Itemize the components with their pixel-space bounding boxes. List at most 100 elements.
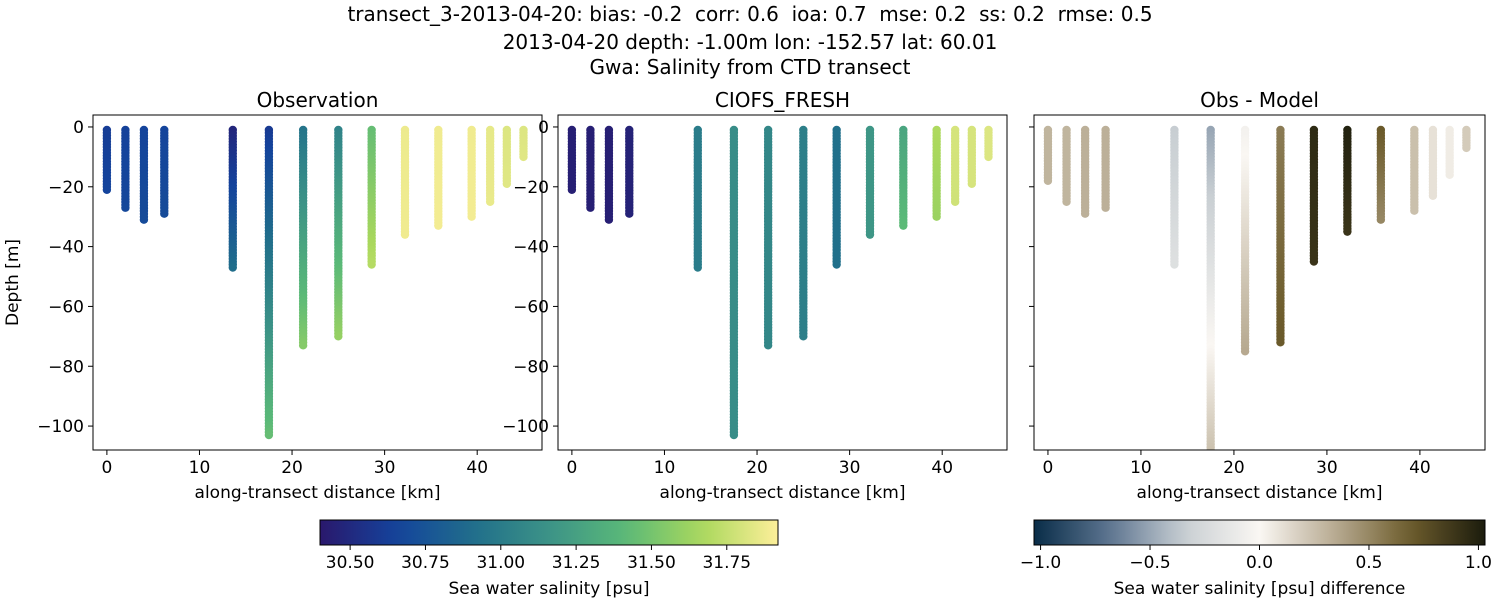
profile-0-9 — [400, 125, 410, 239]
profile-1-1 — [586, 125, 595, 212]
data-point — [467, 212, 476, 221]
colorbar-tick-label: 30.75 — [401, 553, 450, 573]
panel-2: 0 10 20 30 40 Obs - Model along-transect dista… — [1029, 88, 1486, 503]
profile-2-2 — [1080, 125, 1090, 218]
figure-title-line-3: Gwa: Salinity from CTD transect — [589, 55, 911, 79]
data-point — [1170, 260, 1179, 269]
colorbar-tick-label: −0.5 — [1129, 553, 1170, 573]
data-point — [1043, 176, 1053, 186]
data-point — [625, 209, 634, 218]
data-point — [485, 197, 495, 206]
data-point — [567, 185, 577, 194]
x-tick-label: 0 — [566, 458, 577, 478]
colorbar-tick-label: 31.00 — [476, 553, 525, 573]
x-tick-label: 0 — [101, 458, 112, 478]
profile-0-4 — [228, 125, 237, 272]
x-tick-label: 30 — [374, 458, 396, 478]
x-axis-label-1: along-transect distance [km] — [660, 483, 906, 503]
profile-1-8 — [832, 125, 841, 269]
y-tick-label: −40 — [513, 238, 549, 258]
axes-frame-1 — [557, 114, 1008, 451]
data-point — [1376, 215, 1386, 224]
data-point — [984, 152, 993, 162]
colorbar-bar-1 — [1033, 519, 1486, 546]
x-tick-label: 10 — [1130, 458, 1152, 478]
colorbar-1: −1.0 −0.5 0.0 0.5 1.0 Sea water salinity [psu… — [1020, 519, 1492, 599]
y-tick-label: −100 — [502, 417, 549, 437]
panel-1: 0 10 20 30 40 0 −20 −40 −60 −80 −100 CIOFS_FRESHalo… — [502, 88, 1008, 503]
profile-0-3 — [160, 125, 169, 218]
y-tick-label: −20 — [513, 178, 549, 198]
y-tick-label: −20 — [48, 178, 84, 198]
profile-2-12 — [1428, 125, 1438, 200]
colorbar-tick-label: −1.0 — [1020, 553, 1061, 573]
data-point — [298, 341, 308, 350]
profile-1-0 — [567, 125, 577, 194]
data-point — [586, 203, 595, 212]
x-tick-label: 0 — [1043, 458, 1054, 478]
data-point — [865, 230, 875, 239]
data-point — [264, 430, 274, 440]
data-point — [228, 263, 237, 272]
axes-frame-0 — [92, 114, 543, 451]
y-tick-label: −60 — [48, 297, 84, 317]
profile-2-11 — [1410, 125, 1419, 215]
data-point — [950, 197, 960, 206]
profile-2-14 — [1462, 125, 1471, 153]
colorbar-tick-label: 0.5 — [1355, 553, 1382, 573]
data-point — [1240, 347, 1250, 356]
profile-1-7 — [799, 125, 808, 341]
data-point — [932, 212, 941, 221]
panel-title-0: Observation — [257, 88, 379, 112]
profile-2-7 — [1276, 125, 1285, 347]
colorbar-tick-label: 31.50 — [627, 553, 676, 573]
data-point — [1428, 191, 1438, 200]
data-points-1 — [567, 125, 993, 440]
profile-0-2 — [139, 125, 149, 224]
profile-2-0 — [1043, 125, 1053, 186]
x-tick-label: 20 — [281, 458, 303, 478]
profile-0-11 — [467, 125, 476, 221]
data-point — [1410, 206, 1419, 215]
data-point — [1462, 143, 1471, 153]
profile-2-5 — [1206, 125, 1215, 460]
y-tick-label: 0 — [538, 118, 549, 138]
profile-2-13 — [1445, 125, 1454, 180]
colorbar-tick-label: 31.75 — [702, 553, 751, 573]
data-point — [1343, 227, 1352, 236]
profile-0-7 — [334, 125, 343, 341]
profile-0-6 — [298, 125, 308, 350]
data-point — [102, 185, 112, 194]
profile-0-5 — [264, 125, 274, 440]
data-point — [967, 179, 977, 188]
data-point — [139, 215, 149, 224]
x-tick-label: 30 — [1316, 458, 1338, 478]
profile-1-3 — [625, 125, 634, 218]
colorbar-bar-0 — [319, 519, 779, 546]
profile-1-13 — [967, 125, 977, 188]
data-point — [729, 430, 739, 440]
profile-2-10 — [1376, 125, 1386, 224]
profile-0-14 — [519, 125, 528, 162]
data-point — [1080, 209, 1090, 218]
profile-1-14 — [984, 125, 993, 162]
colorbar-tick-label: 30.50 — [326, 553, 375, 573]
data-point — [1445, 170, 1454, 180]
profile-0-13 — [502, 125, 512, 188]
data-point — [519, 152, 528, 162]
profile-0-1 — [121, 125, 130, 212]
data-point — [1206, 452, 1214, 460]
y-axis-label-0: Depth [m] — [3, 239, 23, 326]
panel-title-2: Obs - Model — [1200, 88, 1319, 112]
panel-0: 0 10 20 30 40 0 −20 −40 −60 −80 −100 Observation alo… — [3, 88, 543, 503]
data-point — [604, 215, 614, 224]
x-axis-label-2: along-transect distance [km] — [1137, 483, 1383, 503]
profile-1-5 — [729, 125, 739, 440]
profile-1-6 — [763, 125, 773, 350]
data-point — [160, 209, 169, 218]
colorbar-0: 30.50 30.75 31.00 31.25 31.50 31.75 Sea water … — [319, 519, 779, 599]
data-point — [693, 263, 702, 272]
profile-1-11 — [932, 125, 941, 221]
data-point — [1062, 197, 1071, 206]
